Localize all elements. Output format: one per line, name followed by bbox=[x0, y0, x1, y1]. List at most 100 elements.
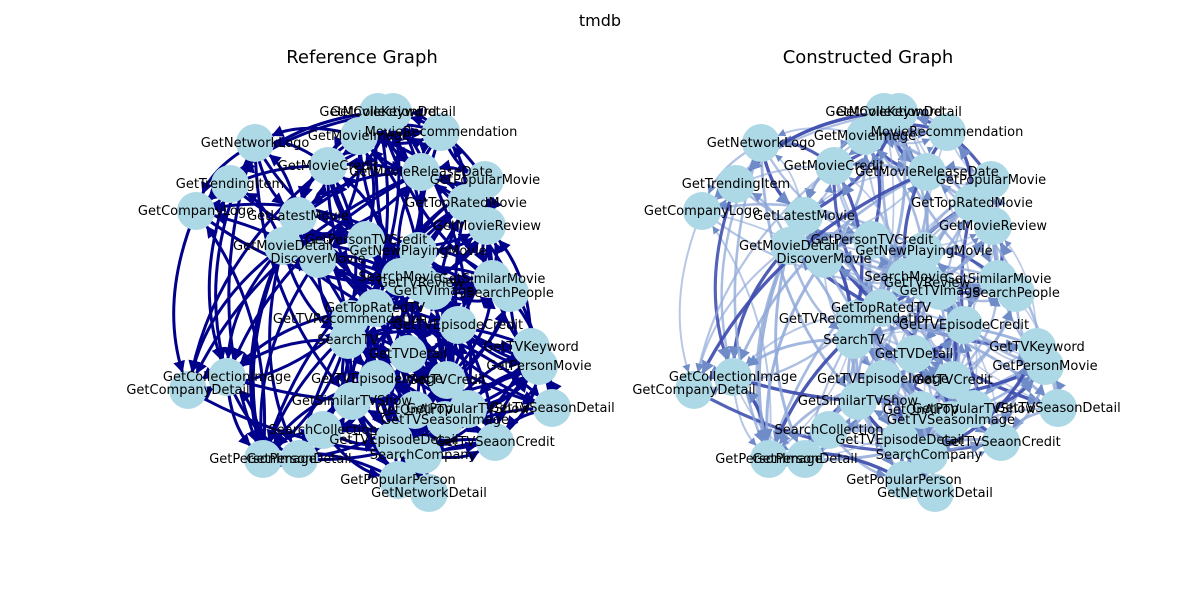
graph-node-label: GetMovieReview bbox=[433, 219, 541, 234]
graph-node-label: GetTVEpisodeCredit bbox=[899, 318, 1029, 333]
graph-node bbox=[169, 371, 207, 409]
graph-node bbox=[997, 274, 1035, 312]
graph-node-label: GetPersonImage bbox=[209, 452, 317, 467]
graph-node bbox=[379, 461, 417, 499]
graph-node bbox=[428, 361, 466, 399]
graph-node-label: GetCollectionDetail bbox=[330, 105, 456, 120]
graph-node-label: SearchTV bbox=[317, 333, 379, 348]
graph-node-label: GetCompanyDetail bbox=[632, 383, 755, 398]
graph-node-label: GetPersonTVCredit bbox=[811, 233, 934, 248]
graph-node bbox=[468, 207, 506, 245]
graph-node-label: GetTVEpisodeImage bbox=[311, 372, 443, 387]
graph-node-label: GetNetworkLogo bbox=[707, 136, 816, 151]
graph-node bbox=[864, 360, 902, 398]
graph-node-label: DiscoverMovie bbox=[270, 252, 365, 267]
graph-node bbox=[683, 192, 721, 230]
graph-edge bbox=[774, 245, 799, 443]
graph-node-label: GetCompanyLogo bbox=[644, 204, 760, 219]
graph-node bbox=[921, 272, 959, 310]
graph-node-label: GetCollectionDetail bbox=[836, 105, 962, 120]
graph-node bbox=[299, 240, 337, 278]
graph-node-label: GetTVRecommendation bbox=[779, 312, 933, 327]
graph-node bbox=[415, 272, 453, 310]
graph-edge bbox=[188, 164, 329, 373]
graph-edge bbox=[333, 267, 447, 421]
graph-node bbox=[404, 436, 442, 474]
graph-node bbox=[309, 147, 347, 185]
graph-node-label: GetMovieKeyword bbox=[319, 105, 436, 120]
graph-node-label: GetPersonDetail bbox=[246, 452, 351, 467]
graph-node-label: MovieRecommendation bbox=[871, 125, 1024, 140]
graph-node bbox=[785, 197, 823, 235]
graph-node bbox=[910, 436, 948, 474]
graph-node bbox=[244, 440, 282, 478]
graph-node-label: GetMovieDetail bbox=[739, 239, 839, 254]
graph-node-label: SearchMovie bbox=[358, 270, 441, 285]
graph-node-label: SearchTV bbox=[823, 333, 885, 348]
graph-node bbox=[974, 207, 1012, 245]
graph-node bbox=[177, 192, 215, 230]
graph-node bbox=[280, 440, 318, 478]
reference-nodes bbox=[169, 93, 571, 512]
graph-edge bbox=[760, 258, 826, 442]
reference-graph-title: Reference Graph bbox=[286, 47, 438, 68]
graph-node-label: GetPersonImage bbox=[715, 452, 823, 467]
graph-node-label: GetCollectionImage bbox=[669, 370, 797, 385]
graph-node bbox=[835, 321, 873, 359]
graph-node-label: SearchCompany bbox=[370, 448, 477, 463]
graph-node-label: GetCompanyDetail bbox=[126, 383, 249, 398]
graph-node bbox=[675, 371, 713, 409]
graph-node bbox=[982, 423, 1020, 461]
graph-node bbox=[902, 391, 940, 429]
graph-node bbox=[846, 117, 884, 155]
graph-node-label: GetTVKeyword bbox=[483, 340, 579, 355]
graph-node bbox=[375, 421, 413, 459]
graph-node-label: SearchCompany bbox=[876, 448, 983, 463]
graph-node-label: GetTopRatedMovie bbox=[405, 196, 527, 211]
graph-node bbox=[815, 147, 853, 185]
graph-node bbox=[717, 165, 755, 203]
graph-node-label: GetOnAirTV bbox=[883, 403, 959, 418]
graph-node bbox=[439, 306, 477, 344]
graph-node bbox=[839, 382, 877, 420]
graph-node bbox=[885, 461, 923, 499]
graph-node bbox=[422, 113, 460, 151]
graph-node-label: GetPersonTVCredit bbox=[305, 233, 428, 248]
graph-node bbox=[426, 401, 464, 439]
graph-edge bbox=[268, 245, 293, 443]
graph-node-label: GetPopularPerson bbox=[340, 473, 456, 488]
graph-node bbox=[770, 227, 808, 265]
graph-node-label: GetTVSeasonImage bbox=[887, 413, 1015, 428]
graph-node bbox=[211, 165, 249, 203]
graph-node-label: GetTVSeasonDetail bbox=[995, 401, 1120, 416]
graph-node bbox=[786, 440, 824, 478]
graph-node bbox=[333, 382, 371, 420]
graph-node-label: GetSimilarTVShow bbox=[798, 394, 919, 409]
graph-node-label: GetPopularMovie bbox=[430, 173, 540, 188]
graph-node bbox=[908, 153, 946, 191]
graph-node bbox=[881, 421, 919, 459]
graph-edge bbox=[712, 225, 772, 460]
graph-node-label: GetLatestMovie bbox=[753, 209, 855, 224]
graph-edge bbox=[205, 225, 267, 460]
graph-node bbox=[304, 411, 342, 449]
graph-node-label: GetMovieImage bbox=[308, 129, 410, 144]
graph-edge bbox=[839, 267, 953, 421]
graph-node bbox=[264, 227, 302, 265]
graph-node-label: GetPersonMovie bbox=[992, 359, 1097, 374]
constructed-graph-title: Constructed Graph bbox=[783, 47, 954, 68]
graph-node-label: GetTVEpisodeDetail bbox=[835, 433, 964, 448]
graph-node-label: GetPopularTVShow bbox=[912, 402, 1036, 417]
graph-node-label: GetTVDetail bbox=[369, 347, 447, 362]
graph-node-label: GetPopularPerson bbox=[846, 473, 962, 488]
graph-node-label: GetTopRatedMovie bbox=[911, 196, 1033, 211]
graph-node-label: GetTVSeaonCredit bbox=[941, 435, 1061, 450]
graph-node bbox=[340, 117, 378, 155]
reference-graph-panel: Reference Graph GetCollectionDetailGetMo… bbox=[126, 47, 615, 512]
constructed-nodes bbox=[675, 93, 1077, 512]
graph-node-label: GetNetworkDetail bbox=[371, 486, 487, 501]
graph-node-label: GetOnAirTV bbox=[377, 403, 453, 418]
graph-node-label: GetTVSeaonCredit bbox=[435, 435, 555, 450]
graph-node-label: GetNewPlayingMovie bbox=[855, 244, 992, 259]
